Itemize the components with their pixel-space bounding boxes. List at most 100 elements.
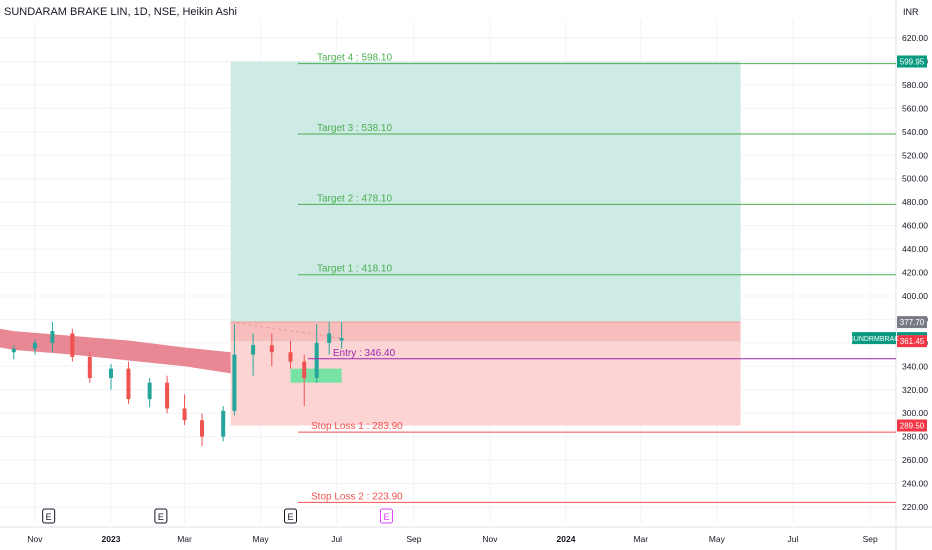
x-tick-label: Mar [633, 534, 648, 544]
earnings-marker-label: E [158, 512, 164, 522]
candle-body [314, 342, 319, 379]
y-tick-label: 500.00 [902, 174, 928, 184]
y-tick-label: 260.00 [902, 455, 928, 465]
candle [50, 321, 55, 353]
x-tick-label: Jul [331, 534, 342, 544]
x-tick-label: Nov [27, 534, 43, 544]
candle-body [200, 420, 204, 437]
y-tick-label: 520.00 [902, 150, 928, 160]
price-badge-text: 361.45 [900, 337, 925, 346]
price-badge-bg [897, 419, 927, 432]
candle [200, 413, 204, 447]
x-tick-label: May [253, 534, 270, 544]
candle [70, 328, 75, 362]
ma-ribbon [0, 328, 231, 374]
earnings-marker-box [379, 508, 393, 524]
price-badge-text: 377.70 [900, 318, 925, 327]
time-axis[interactable]: Nov 2023 Mar May Jul Sep Nov 2024 Mar May Jul Sep [27, 534, 878, 544]
candle-body [269, 345, 274, 353]
candle [126, 361, 131, 404]
x-tick-label: Mar [177, 534, 192, 544]
earnings-marker-box [154, 508, 168, 524]
candle-body [182, 408, 187, 421]
y-tick-label: 340.00 [902, 361, 928, 371]
candle-body [251, 345, 256, 355]
candle [32, 339, 37, 355]
earnings-marker[interactable]: E [379, 508, 393, 524]
price-badge: 377.70 [897, 316, 927, 329]
profit-zone[interactable] [230, 61, 741, 323]
candle-body [288, 352, 293, 362]
y-tick-label: 240.00 [902, 479, 928, 489]
price-badge-bg [897, 316, 927, 329]
candle [269, 333, 274, 367]
candle-body [70, 333, 75, 357]
earnings-marker[interactable]: E [42, 508, 56, 524]
level-label-target: Target 4 : 598.10 [317, 53, 392, 64]
currency-label[interactable]: INR [903, 7, 919, 17]
level-label-target: Target 2 : 478.10 [317, 193, 392, 204]
candle-body [232, 354, 237, 411]
candlestick-series [11, 321, 344, 447]
earnings-marker-label: E [46, 512, 52, 522]
loss-zone-upper [230, 322, 741, 342]
y-tick-label: 540.00 [902, 127, 928, 137]
chart-title: SUNDARAM BRAKE LIN, 1D, NSE, Heikin Ashi [4, 6, 237, 18]
symbol-label-text: SUNDRMBRAK [849, 336, 899, 343]
candle [165, 375, 170, 414]
candle [327, 321, 332, 355]
x-tick-label: Jul [787, 534, 798, 544]
price-badge-bg [897, 55, 927, 68]
x-tick-label: 2023 [102, 534, 121, 544]
y-tick-label: 560.00 [902, 103, 928, 113]
earnings-marker-box [42, 508, 56, 524]
candle-body [11, 348, 16, 353]
level-label-stop: Stop Loss 1 : 283.90 [311, 421, 403, 432]
price-badge-text: 599.95 [900, 58, 925, 67]
candle-body [87, 356, 92, 379]
x-tick-label: Sep [406, 534, 421, 544]
y-tick-label: 320.00 [902, 385, 928, 395]
candle-body [109, 368, 113, 379]
x-tick-label: Nov [482, 534, 498, 544]
y-tick-label: 280.00 [902, 432, 928, 442]
candle-body [147, 382, 152, 400]
y-tick-label: 300.00 [902, 408, 928, 418]
price-badge: 361.45 [897, 335, 927, 348]
candle-body [32, 342, 37, 349]
price-badge-bg [897, 335, 927, 348]
candle [339, 321, 344, 349]
trade-setup-zones[interactable] [230, 61, 741, 426]
candle [251, 333, 256, 376]
candle [147, 378, 152, 408]
earnings-marker-label: E [287, 512, 293, 522]
candle-body [165, 382, 170, 409]
y-tick-label: 440.00 [902, 244, 928, 254]
candle [232, 324, 237, 416]
price-badge: 289.50 [897, 419, 927, 432]
y-tick-label: 220.00 [902, 502, 928, 512]
level-label-stop: Stop Loss 2 : 223.90 [311, 491, 403, 502]
price-badge-text: 289.50 [900, 422, 925, 431]
y-tick-label: 400.00 [902, 291, 928, 301]
candle-body [126, 368, 131, 400]
candle [11, 345, 16, 360]
candle [288, 340, 293, 369]
earnings-marker[interactable]: E [284, 508, 298, 524]
candle [221, 406, 226, 442]
price-badge: 599.95 [897, 55, 927, 68]
earnings-marker[interactable]: E [154, 508, 168, 524]
price-levels[interactable]: Target 4 : 598.10 Target 3 : 538.10 Target… [298, 53, 896, 503]
y-tick-label: 420.00 [902, 268, 928, 278]
candle-body [221, 410, 226, 437]
price-axis[interactable]: 620.00600.00580.00560.00540.00520.00500.… [902, 33, 928, 512]
y-tick-label: 580.00 [902, 80, 928, 90]
level-label-target: Target 1 : 418.10 [317, 264, 392, 275]
symbol-label-bg [852, 332, 896, 345]
x-tick-label: 2024 [557, 534, 576, 544]
candle [87, 352, 92, 383]
y-tick-label: 460.00 [902, 221, 928, 231]
